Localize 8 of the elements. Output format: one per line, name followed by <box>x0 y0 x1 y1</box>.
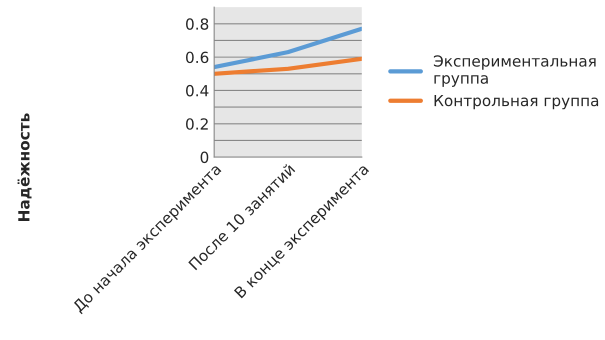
y-tick-label: 0 <box>200 152 208 164</box>
y-axis-title: Надёжность <box>18 113 32 221</box>
legend-label: Экспериментальная группа <box>434 55 596 87</box>
y-tick-label: 0.4 <box>186 84 208 96</box>
legend-label: Контрольная группа <box>434 94 598 110</box>
y-tick-label: 0.8 <box>186 18 208 30</box>
y-tick-label: 0.6 <box>186 52 208 64</box>
y-tick-label: 0.2 <box>186 118 208 130</box>
